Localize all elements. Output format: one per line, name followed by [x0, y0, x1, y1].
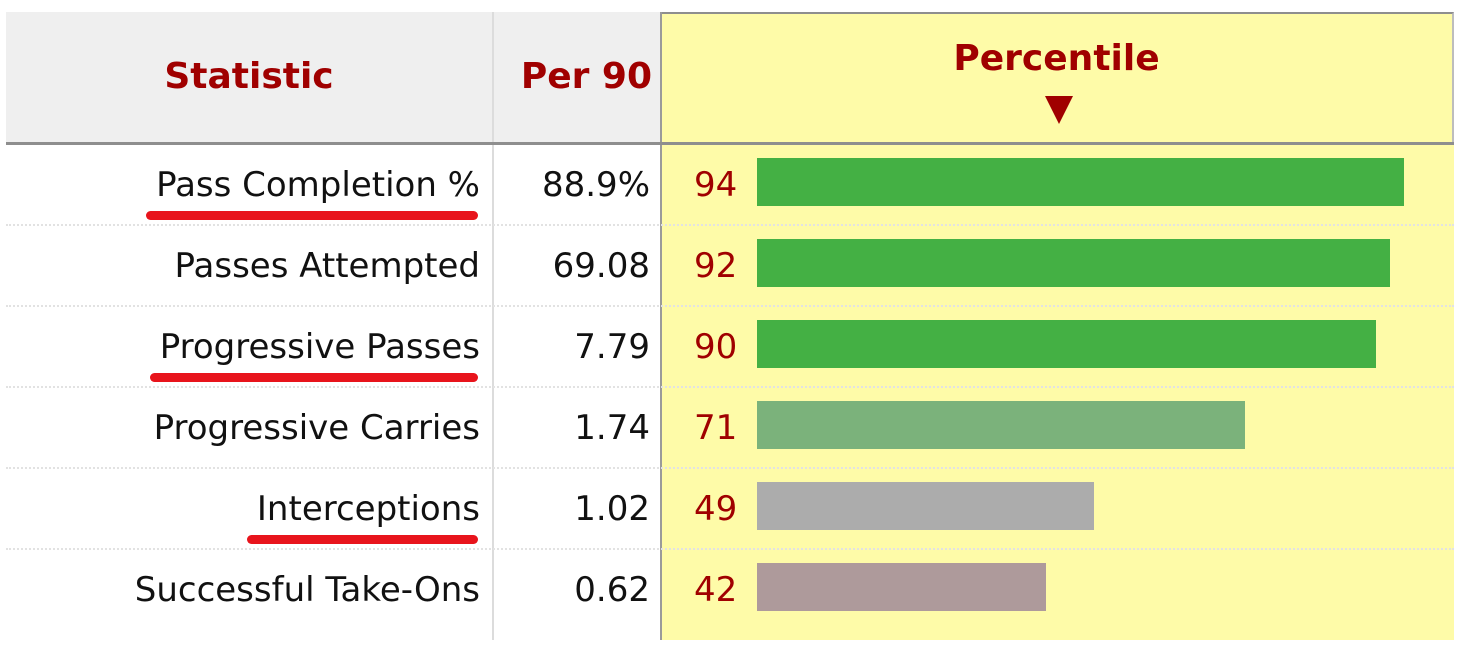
percentile-table: Statistic Per 90 Percentile Pass Complet…: [6, 12, 1454, 640]
row-separator: [6, 548, 1454, 550]
header-per90-cell[interactable]: Per 90: [494, 12, 660, 142]
percentile-column-background: [662, 145, 1454, 640]
header-percentile-label: Percentile: [953, 38, 1160, 79]
percentile-value: 90: [694, 327, 738, 367]
highlight-underline: [146, 211, 478, 220]
statistic-name[interactable]: Passes Attempted: [174, 246, 480, 286]
percentile-value: 42: [694, 570, 738, 610]
statistic-name[interactable]: Pass Completion %: [156, 165, 480, 205]
per90-value: 1.02: [574, 489, 650, 529]
statistic-name[interactable]: Progressive Passes: [159, 327, 480, 367]
per90-value: 88.9%: [541, 165, 650, 205]
column-divider: [492, 12, 494, 640]
table-row: Passes Attempted 69.08 92: [6, 226, 1454, 307]
statistic-name[interactable]: Progressive Carries: [153, 408, 480, 448]
highlight-underline: [247, 535, 478, 544]
sort-down-triangle-icon: [1045, 96, 1073, 124]
percentile-bar: [757, 563, 1046, 611]
row-separator: [6, 305, 1454, 307]
percentile-value: 49: [694, 489, 738, 529]
row-separator: [6, 386, 1454, 388]
header-percentile-cell[interactable]: Percentile: [661, 12, 1454, 142]
table-row: Successful Take-Ons 0.62 42: [6, 550, 1454, 631]
header-divider: [6, 142, 1454, 145]
percentile-value: 71: [694, 408, 738, 448]
per90-value: 0.62: [574, 570, 650, 610]
percentile-bar: [757, 401, 1245, 449]
percentile-value: 92: [694, 246, 738, 286]
table-row: Pass Completion % 88.9% 94: [6, 145, 1454, 226]
per90-value: 1.74: [574, 408, 650, 448]
percentile-value: 94: [694, 165, 738, 205]
table-row: Progressive Carries 1.74 71: [6, 388, 1454, 469]
row-separator: [6, 467, 1454, 469]
per90-value: 69.08: [552, 246, 650, 286]
statistic-name[interactable]: Successful Take-Ons: [134, 570, 480, 610]
percentile-bar: [757, 320, 1376, 368]
header-per90-label: Per 90: [520, 56, 652, 97]
header-statistic-label: Statistic: [164, 56, 334, 97]
percentile-bar: [757, 482, 1094, 530]
table-row: Interceptions 1.02 49: [6, 469, 1454, 550]
statistic-name[interactable]: Interceptions: [256, 489, 480, 529]
table-row: Progressive Passes 7.79 90: [6, 307, 1454, 388]
row-separator: [6, 224, 1454, 226]
header-statistic-cell[interactable]: Statistic: [6, 12, 492, 142]
column-divider: [660, 12, 662, 640]
per90-value: 7.79: [574, 327, 650, 367]
percentile-bar: [757, 158, 1404, 206]
percentile-bar: [757, 239, 1390, 287]
highlight-underline: [150, 373, 478, 382]
